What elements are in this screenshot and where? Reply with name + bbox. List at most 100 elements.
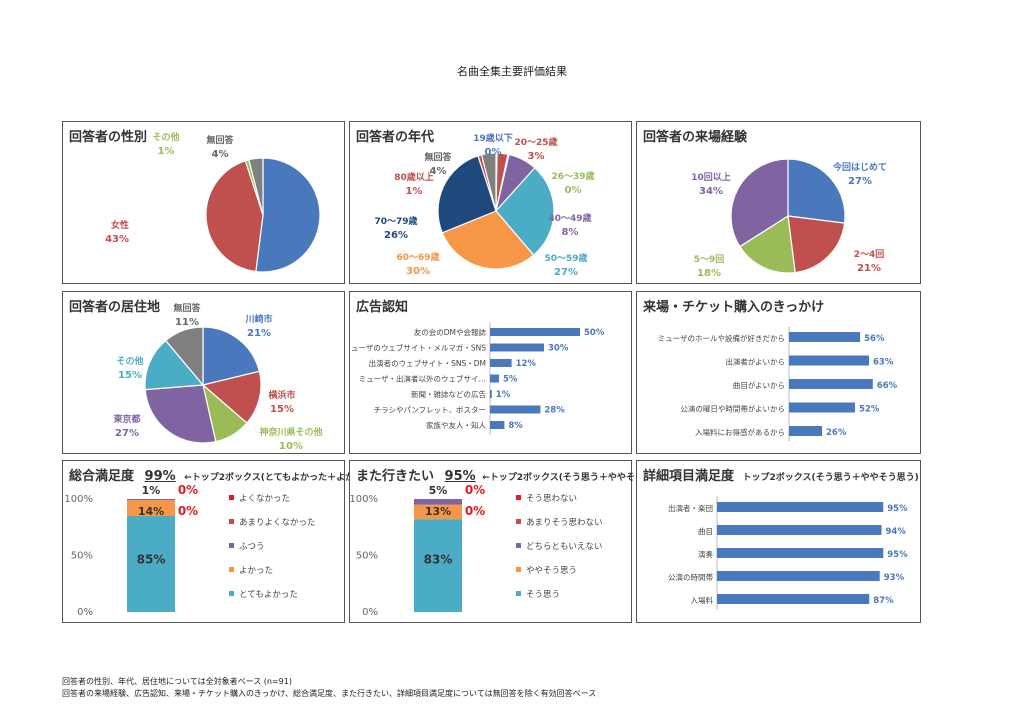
overall-legend-label-3: よかった bbox=[239, 566, 273, 576]
again-title-text: また行きたい bbox=[356, 469, 435, 484]
again-stacked-chart: 0% 50% 100% 83% 13% 5% 0% 0% そう思わないあまりそう思わないどちらと… bbox=[350, 483, 603, 618]
reason-bar-0 bbox=[789, 332, 861, 342]
again-segment-0 bbox=[414, 519, 462, 612]
gender-pie-chart: 男性 52% 女性 43% その他 1% 無回答 4% bbox=[105, 131, 321, 273]
detail-category-label-0: 出演者・楽団 bbox=[668, 503, 713, 513]
overall-panel-title: 総合満足度 99% ←トップ2ボックス(とてもよかった＋よかった) bbox=[69, 465, 376, 484]
age-slice-label-7: 80歳以上 bbox=[394, 171, 434, 183]
again-top2-value: 95% bbox=[444, 469, 476, 484]
age-slice-label-6: 70～79歳 bbox=[374, 215, 417, 227]
age-slice-4 bbox=[495, 167, 555, 256]
ad-bar-chart: 友の会のDMや会報誌 50% ミューザのウェブサイト・メルマガ・SNS 30% 出演者の… bbox=[350, 322, 605, 435]
ad-panel-title: 広告認知 bbox=[356, 300, 409, 315]
residence-panel-title: 回答者の居住地 bbox=[69, 300, 161, 315]
detail-bar-4 bbox=[717, 594, 870, 604]
again-segment-1 bbox=[414, 504, 462, 520]
residence-slice-label-1: 横浜市 bbox=[268, 389, 295, 401]
ad-value-label-3: 5% bbox=[503, 375, 518, 385]
overall-ytick-0: 0% bbox=[77, 607, 93, 618]
detail-value-label-4: 87% bbox=[873, 596, 894, 606]
again-legend-label-2: どちらともいえない bbox=[526, 542, 602, 552]
again-legend-label-1: あまりそう思わない bbox=[526, 518, 603, 528]
ad-category-label-4: 新聞・雑誌などの広告 bbox=[411, 389, 486, 399]
again-segment-2 bbox=[414, 499, 462, 505]
detail-bar-0 bbox=[717, 502, 884, 512]
detail-title-text: 詳細項目満足度 bbox=[643, 469, 735, 484]
residence-pie-chart: 川崎市 21% 横浜市 15% 神奈川県その他 10% 東京都 27% その他 15% 無回答 11% bbox=[113, 302, 322, 452]
again-legend-label-0: そう思わない bbox=[526, 494, 577, 504]
overall-legend-swatch-2 bbox=[229, 543, 234, 548]
again-panel: また行きたい 95% ←トップ2ボックス(そう思う＋ややそう思う) 0% 50% 1… bbox=[349, 460, 666, 623]
again-value-label-2: 5% bbox=[429, 484, 448, 497]
gender-slice-value-0: 52% bbox=[278, 226, 302, 237]
residence-slice-label-3: 東京都 bbox=[113, 413, 140, 425]
again-panel-title: また行きたい 95% ←トップ2ボックス(そう思う＋ややそう思う) bbox=[356, 465, 666, 484]
overall-top2-value: 99% bbox=[144, 469, 176, 484]
detail-category-label-3: 公演の時間帯 bbox=[668, 572, 713, 582]
gender-slice-value-1: 43% bbox=[105, 234, 129, 245]
ad-category-label-1: ミューザのウェブサイト・メルマガ・SNS bbox=[350, 343, 486, 353]
residence-slice-4 bbox=[144, 339, 205, 391]
ad-bar-0 bbox=[490, 328, 580, 336]
visits-pie-chart: 今回はじめて 27% 2～4回 21% 5～9回 18% 10回以上 34% bbox=[691, 158, 887, 279]
age-slice-label-4: 50～59歳 bbox=[544, 252, 587, 264]
ad-value-label-4: 1% bbox=[496, 390, 511, 400]
visits-slice-value-0: 27% bbox=[848, 176, 872, 187]
residence-slice-0 bbox=[202, 326, 261, 386]
again-legend-swatch-2 bbox=[516, 543, 521, 548]
detail-panel: 詳細項目満足度 トップ2ボックス(そう思う＋ややそう思う) 出演者・楽団 95% 曲… bbox=[636, 460, 921, 623]
visits-slice-value-3: 34% bbox=[699, 186, 723, 197]
age-pie-chart: 19歳以下 0% 20～25歳 3% 26～39歳 0% 40～49歳 8% 50～59歳 27%… bbox=[374, 132, 594, 278]
age-slice-value-6: 26% bbox=[384, 230, 408, 241]
reason-category-label-2: 曲目がよいから bbox=[733, 380, 785, 390]
age-panel: 回答者の年代 19歳以下 0% 20～25歳 3% 26～39歳 0% 40～49歳 8% 50… bbox=[349, 121, 632, 284]
detail-bar-chart: 出演者・楽団 95% 曲目 94% 演奏 95% 公演の時間帯 93% 入場料 87% bbox=[668, 496, 908, 610]
age-slice-label-0: 19歳以下 bbox=[473, 132, 513, 144]
again-legend-label-4: そう思う bbox=[526, 590, 560, 600]
ad-bar-4 bbox=[490, 390, 492, 398]
age-slice-value-0: 0% bbox=[485, 147, 502, 158]
residence-panel: 回答者の居住地 川崎市 21% 横浜市 15% 神奈川県その他 10% 東京都 27% その他 1… bbox=[62, 291, 345, 454]
reason-category-label-1: 出演者がよいから bbox=[725, 357, 785, 367]
again-legend-label-3: ややそう思う bbox=[526, 566, 577, 576]
visits-slice-label-3: 10回以上 bbox=[691, 171, 731, 183]
gender-slice-label-2: その他 bbox=[152, 131, 179, 143]
overall-value-label-1: 14% bbox=[138, 505, 164, 518]
visits-slice-2 bbox=[739, 214, 796, 274]
ad-bar-5 bbox=[490, 405, 541, 414]
gender-slice-value-3: 4% bbox=[212, 149, 229, 160]
overall-segment-0 bbox=[127, 515, 175, 612]
overall-legend-swatch-1 bbox=[229, 519, 234, 524]
gender-slice-label-0: 男性 bbox=[278, 211, 296, 223]
ad-panel: 広告認知 友の会のDMや会報誌 50% ミューザのウェブサイト・メルマガ・SNS 30… bbox=[349, 291, 632, 454]
ad-bar-3 bbox=[490, 374, 499, 383]
detail-panel-title: 詳細項目満足度 トップ2ボックス(そう思う＋ややそう思う) bbox=[643, 465, 919, 484]
visits-panel-title: 回答者の来場経験 bbox=[643, 130, 748, 145]
detail-category-label-1: 曲目 bbox=[698, 526, 713, 536]
age-slice-value-4: 27% bbox=[554, 267, 578, 278]
reason-value-label-2: 66% bbox=[877, 381, 898, 391]
residence-slice-3 bbox=[144, 384, 217, 444]
residence-slice-value-0: 21% bbox=[247, 328, 271, 339]
age-slice-value-2: 0% bbox=[565, 185, 582, 196]
ad-bar-1 bbox=[490, 343, 544, 352]
age-slice-5 bbox=[441, 210, 535, 270]
ad-value-label-0: 50% bbox=[584, 328, 605, 338]
ad-category-label-3: ミューザ・出演者以外のウェブサイ… bbox=[359, 374, 486, 384]
reason-panel-title: 来場・チケット購入のきっかけ bbox=[643, 300, 825, 315]
reason-category-label-0: ミューザのホールや設備が好きだから bbox=[658, 333, 785, 343]
visits-slice-1 bbox=[787, 215, 846, 274]
visits-slice-0 bbox=[787, 158, 846, 224]
overall-value-label-4: 0% bbox=[178, 483, 198, 497]
reason-value-label-1: 63% bbox=[873, 358, 894, 368]
age-panel-title: 回答者の年代 bbox=[356, 130, 435, 145]
overall-legend-label-4: とてもよかった bbox=[239, 590, 298, 600]
again-legend-swatch-3 bbox=[516, 567, 521, 572]
detail-value-label-0: 95% bbox=[887, 504, 908, 514]
overall-stacked-chart: 0% 50% 100% 85% 14% 1% 0% 0% よくなかったあまりよくなかったふつうよ… bbox=[64, 483, 316, 618]
reason-value-label-4: 26% bbox=[826, 428, 847, 438]
overall-legend-label-1: あまりよくなかった bbox=[239, 518, 316, 528]
residence-slice-1 bbox=[201, 370, 262, 424]
visits-slice-label-0: 今回はじめて bbox=[832, 161, 887, 173]
visits-slice-label-1: 2～4回 bbox=[854, 249, 885, 260]
